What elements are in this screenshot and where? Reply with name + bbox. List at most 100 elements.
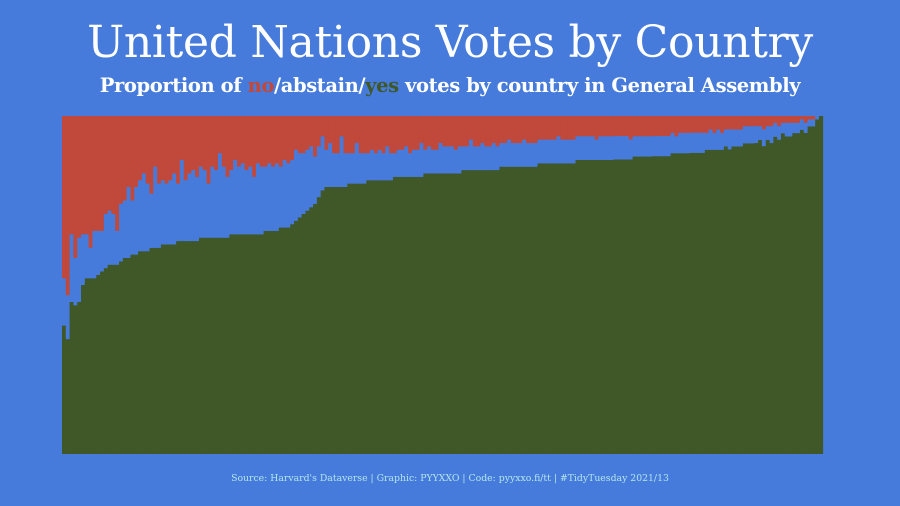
bar-yes-segment <box>754 143 759 455</box>
bar-no-segment <box>434 116 439 150</box>
bar-abstain-segment <box>408 153 413 177</box>
bar-yes-segment <box>799 129 805 455</box>
bar-abstain-segment <box>632 136 637 157</box>
bar-no-segment <box>122 116 128 201</box>
bar-abstain-segment <box>141 173 147 252</box>
bar-yes-segment <box>400 176 405 454</box>
bar-abstain-segment <box>259 166 264 235</box>
bar-abstain-segment <box>560 139 565 164</box>
bar-no-segment <box>149 116 154 194</box>
bar-yes-segment <box>111 264 116 454</box>
bar-abstain-segment <box>472 146 477 171</box>
bar-no-segment <box>206 116 211 184</box>
bar-yes-segment <box>655 156 660 454</box>
bar-abstain-segment <box>179 159 185 242</box>
bar-abstain-segment <box>575 136 580 160</box>
bar-abstain-segment <box>168 180 173 245</box>
bar-abstain-segment <box>704 132 710 150</box>
bar-yes-segment <box>602 159 607 454</box>
bar-abstain-segment <box>297 153 302 218</box>
bar-yes-segment <box>225 237 230 454</box>
bar-abstain-segment <box>453 149 458 174</box>
bar-no-segment <box>678 116 683 133</box>
bar-abstain-segment <box>735 129 740 147</box>
bar-no-segment <box>305 116 310 150</box>
bar-no-segment <box>236 116 242 167</box>
bar-no-segment <box>735 116 740 130</box>
bar-abstain-segment <box>354 143 360 184</box>
bar-no-segment <box>411 116 417 150</box>
bar-yes-segment <box>469 170 474 454</box>
bar-abstain-segment <box>320 136 325 191</box>
bar-abstain-segment <box>446 146 451 174</box>
bar-no-segment <box>198 116 204 167</box>
bar-abstain-segment <box>491 143 496 171</box>
bar-yes-segment <box>647 156 652 454</box>
bar-yes-segment <box>818 116 824 454</box>
bar-yes-segment <box>773 136 778 454</box>
bar-yes-segment <box>617 159 622 454</box>
bar-yes-segment <box>366 180 371 454</box>
bar-no-segment <box>77 116 82 238</box>
bar-yes-segment <box>552 163 557 454</box>
bar-yes-segment <box>153 247 158 454</box>
bar-yes-segment <box>358 183 363 454</box>
bar-yes-segment <box>758 139 763 454</box>
bar-no-segment <box>252 116 257 177</box>
bar-no-segment <box>297 116 302 154</box>
bar-abstain-segment <box>275 163 280 231</box>
bar-no-segment <box>332 116 337 154</box>
bar-abstain-segment <box>138 180 143 252</box>
bar-abstain-segment <box>81 234 86 285</box>
bar-abstain-segment <box>693 132 698 153</box>
bar-abstain-segment <box>294 149 299 221</box>
bar-yes-segment <box>411 176 417 454</box>
bar-no-segment <box>392 116 398 154</box>
bar-no-segment <box>602 116 607 137</box>
bar-yes-segment <box>183 241 188 454</box>
bar-abstain-segment <box>567 139 573 164</box>
bar-no-segment <box>111 116 116 215</box>
bar-yes-segment <box>103 268 108 454</box>
bar-no-segment <box>739 116 744 130</box>
bar-no-segment <box>214 116 219 171</box>
bar-no-segment <box>708 116 713 130</box>
bar-yes-segment <box>632 156 637 454</box>
bar-abstain-segment <box>347 153 352 184</box>
bar-no-segment <box>92 116 97 231</box>
bar-no-segment <box>168 116 173 181</box>
bar-abstain-segment <box>115 230 120 265</box>
bar-abstain-segment <box>240 163 245 235</box>
bar-yes-segment <box>221 237 226 454</box>
bar-no-segment <box>655 116 660 137</box>
bar-no-segment <box>469 116 474 140</box>
bar-yes-segment <box>65 339 70 454</box>
bar-no-segment <box>651 116 656 137</box>
bar-yes-segment <box>731 146 736 455</box>
bar-no-segment <box>670 116 675 133</box>
bar-abstain-segment <box>548 139 554 164</box>
bar-yes-segment <box>666 156 671 454</box>
bar-abstain-segment <box>305 149 310 211</box>
subtitle-separator-1: / <box>274 74 281 97</box>
bar-no-segment <box>807 116 812 120</box>
bar-yes-segment <box>438 173 443 454</box>
bar-no-segment <box>659 116 664 137</box>
bar-no-segment <box>316 116 322 147</box>
bar-yes-segment <box>195 241 200 454</box>
bar-abstain-segment <box>628 139 633 160</box>
bar-no-segment <box>811 116 816 120</box>
bar-yes-segment <box>294 220 299 454</box>
bar-yes-segment <box>172 244 177 454</box>
bar-abstain-segment <box>316 146 322 198</box>
bar-abstain-segment <box>214 170 219 238</box>
bar-abstain-segment <box>438 143 443 174</box>
bar-yes-segment <box>282 227 287 454</box>
bar-no-segment <box>373 116 379 154</box>
bar-abstain-segment <box>111 214 116 265</box>
bar-no-segment <box>290 116 295 160</box>
bar-abstain-segment <box>484 146 489 171</box>
bar-abstain-segment <box>122 200 128 258</box>
bar-yes-segment <box>217 237 223 454</box>
bar-yes-segment <box>168 244 173 454</box>
